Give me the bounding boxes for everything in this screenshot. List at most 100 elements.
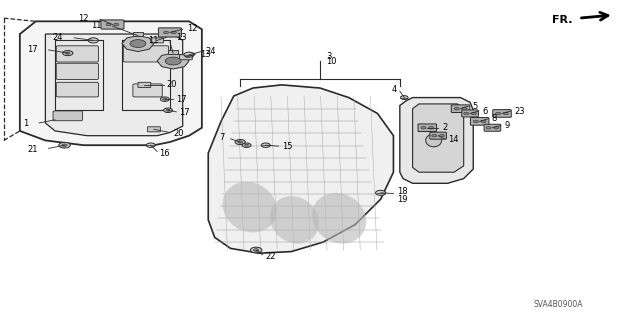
Circle shape <box>421 126 426 129</box>
Circle shape <box>63 50 73 56</box>
Text: 13: 13 <box>176 33 187 42</box>
Circle shape <box>163 98 167 100</box>
Polygon shape <box>130 40 146 48</box>
Circle shape <box>432 134 437 137</box>
Text: 18: 18 <box>397 187 407 196</box>
FancyBboxPatch shape <box>159 28 181 37</box>
Text: 22: 22 <box>266 252 276 261</box>
Circle shape <box>250 247 262 253</box>
Text: 2: 2 <box>443 123 448 132</box>
Text: 3: 3 <box>326 52 332 61</box>
Circle shape <box>238 141 243 143</box>
Text: 11: 11 <box>148 36 159 45</box>
Polygon shape <box>165 57 181 65</box>
Text: 24: 24 <box>205 47 216 56</box>
Circle shape <box>486 126 491 129</box>
Circle shape <box>503 112 508 115</box>
Text: 12: 12 <box>187 24 198 33</box>
FancyBboxPatch shape <box>451 105 470 113</box>
Text: 10: 10 <box>326 57 337 66</box>
Circle shape <box>440 134 445 137</box>
Circle shape <box>235 139 245 145</box>
Ellipse shape <box>426 134 442 147</box>
Text: 1: 1 <box>23 119 28 129</box>
Circle shape <box>493 126 499 129</box>
Polygon shape <box>208 85 394 253</box>
FancyBboxPatch shape <box>124 46 169 62</box>
FancyBboxPatch shape <box>56 82 99 97</box>
Text: 19: 19 <box>397 195 407 204</box>
Text: 8: 8 <box>492 114 497 123</box>
Text: 17: 17 <box>27 45 38 55</box>
Text: 12: 12 <box>78 14 89 23</box>
Circle shape <box>62 144 67 146</box>
Circle shape <box>261 143 270 147</box>
Polygon shape <box>157 53 189 69</box>
Circle shape <box>161 97 170 101</box>
Circle shape <box>114 23 119 26</box>
FancyBboxPatch shape <box>168 50 178 54</box>
Text: 4: 4 <box>392 85 397 94</box>
Circle shape <box>429 126 434 129</box>
Text: 16: 16 <box>159 149 170 158</box>
FancyBboxPatch shape <box>53 111 83 121</box>
Text: 20: 20 <box>167 80 177 89</box>
Text: 17: 17 <box>176 95 187 104</box>
FancyBboxPatch shape <box>148 127 161 132</box>
Circle shape <box>172 31 176 34</box>
Polygon shape <box>45 34 182 136</box>
Circle shape <box>164 31 169 34</box>
Circle shape <box>464 112 468 115</box>
Circle shape <box>376 190 386 196</box>
Text: 17: 17 <box>179 108 190 117</box>
FancyBboxPatch shape <box>493 110 511 117</box>
FancyBboxPatch shape <box>101 20 124 29</box>
Circle shape <box>454 108 460 110</box>
Circle shape <box>471 112 476 115</box>
Circle shape <box>147 143 156 147</box>
Text: 23: 23 <box>514 107 525 116</box>
Circle shape <box>242 143 251 147</box>
Circle shape <box>164 108 173 113</box>
Circle shape <box>481 120 486 123</box>
Text: 11: 11 <box>91 21 102 30</box>
Text: 7: 7 <box>219 133 224 142</box>
Circle shape <box>244 144 248 146</box>
Circle shape <box>106 23 111 26</box>
FancyBboxPatch shape <box>133 32 143 36</box>
Text: 24: 24 <box>52 33 63 42</box>
Ellipse shape <box>223 182 277 233</box>
Circle shape <box>473 120 478 123</box>
Ellipse shape <box>312 193 366 244</box>
FancyBboxPatch shape <box>462 110 478 117</box>
Text: 5: 5 <box>472 102 477 111</box>
FancyBboxPatch shape <box>133 84 163 97</box>
Circle shape <box>184 52 194 57</box>
Polygon shape <box>122 36 154 51</box>
Circle shape <box>401 96 408 100</box>
Circle shape <box>495 112 500 115</box>
Polygon shape <box>413 104 464 172</box>
FancyBboxPatch shape <box>56 46 99 62</box>
FancyBboxPatch shape <box>151 38 164 43</box>
Text: 15: 15 <box>282 142 292 151</box>
Circle shape <box>253 249 259 251</box>
Text: SVA4B0900A: SVA4B0900A <box>534 300 584 308</box>
FancyBboxPatch shape <box>430 132 447 139</box>
Polygon shape <box>20 21 202 145</box>
Text: 9: 9 <box>504 121 510 130</box>
FancyBboxPatch shape <box>138 82 151 87</box>
Text: 6: 6 <box>482 107 488 116</box>
Circle shape <box>166 109 170 111</box>
Text: 13: 13 <box>200 49 211 59</box>
Ellipse shape <box>270 196 319 244</box>
Text: 14: 14 <box>448 135 458 144</box>
FancyBboxPatch shape <box>418 124 436 131</box>
FancyBboxPatch shape <box>470 118 489 125</box>
FancyBboxPatch shape <box>56 63 99 79</box>
FancyBboxPatch shape <box>484 124 500 131</box>
Circle shape <box>65 52 70 54</box>
Text: 21: 21 <box>28 145 38 154</box>
Text: 20: 20 <box>173 129 184 138</box>
Circle shape <box>462 108 467 110</box>
